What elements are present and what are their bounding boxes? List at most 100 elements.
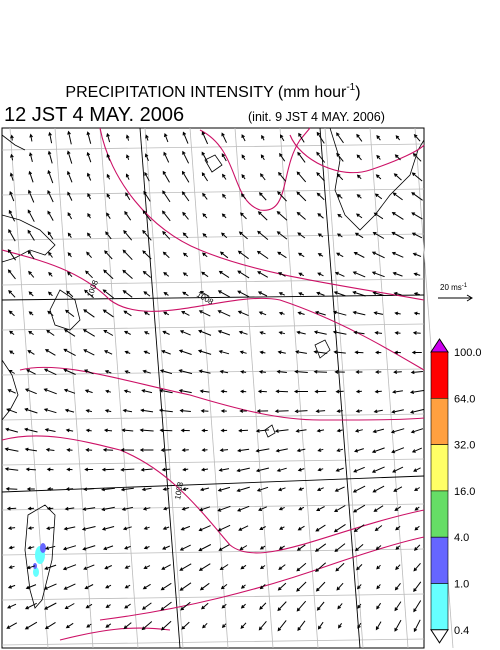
wind-arrow [24,388,37,395]
wind-arrow [373,505,384,512]
wind-arrow [142,583,151,590]
isobar [1,249,425,371]
wind-arrow [371,251,385,259]
wind-arrow [102,289,114,299]
wind-arrow [143,565,151,569]
wind-arrow [120,467,135,472]
wind-arrow [182,150,190,164]
wind-arrow [142,250,152,260]
wind-arrow [63,583,76,590]
wind-arrow [296,581,307,592]
wind-arrow [355,213,363,219]
wind-arrow [279,526,285,530]
wind-arrow [182,291,189,297]
wind-arrow [102,448,114,452]
grid-lat [1,233,425,241]
wind-arrow [103,269,114,280]
wind-arrow [293,389,308,394]
wind-arrow [63,368,76,375]
title-close: ) [355,84,360,101]
wind-arrow [376,602,382,610]
wind-arrow [124,545,131,550]
wind-arrow [391,447,405,454]
wind-arrow [43,602,57,610]
wind-arrow [392,192,403,201]
wind-arrow [7,269,16,280]
wind-arrow [198,506,211,512]
wind-arrow [317,467,324,472]
wind-arrow [238,525,249,531]
wind-arrow [278,292,286,296]
wind-arrow [353,524,365,532]
wind-arrow [43,388,57,395]
wind-arrow [259,173,266,181]
wind-arrow [198,310,211,317]
wind-arrow [140,408,154,413]
wind-arrow [85,448,93,452]
wind-arrow [123,229,133,241]
isobar [99,127,425,301]
wind-arrow [413,292,420,296]
wind-arrow [9,330,15,335]
wind-arrow [259,602,267,610]
wind-arrow [277,601,287,612]
isobar [1,435,425,554]
wind-arrow [316,172,325,182]
wind-arrow [198,369,211,374]
wind-arrow [181,191,190,202]
wind-arrow [257,291,268,297]
wind-arrow [27,545,35,550]
wind-arrow [278,171,287,182]
wind-arrow [44,428,56,432]
wind-arrow [101,506,115,512]
wind-arrow [412,331,421,335]
wind-arrow [48,271,53,277]
wind-arrow [258,620,267,631]
wind-arrow [65,428,74,433]
wind-arrow [237,250,249,260]
wind-arrow [395,525,401,531]
wind-arrow [295,350,307,354]
wind-arrow [221,232,228,239]
wind-arrow [372,485,385,493]
wind-arrow [143,311,150,316]
wind-arrow [356,174,362,180]
wind-arrow [239,389,247,394]
wind-arrow [43,408,57,414]
wind-arrow [296,211,306,220]
wind-arrow [201,448,208,452]
wind-arrow [122,526,132,531]
wind-arrow [395,564,401,571]
wind-arrow [48,131,53,144]
wind-arrow [47,189,54,203]
wind-arrow [334,271,345,277]
wind-arrow [103,545,114,551]
wind-arrow [202,622,208,629]
colorbar-segment [430,397,449,445]
wind-arrow [47,487,54,491]
wind-arrow [240,193,246,200]
wind-arrow [373,409,383,414]
wind-arrow [46,526,55,531]
wind-arrow [373,311,384,315]
wind-arrow [5,427,19,433]
wind-arrow [65,622,74,629]
colorbar-segment [430,490,449,538]
wind-arrow [198,329,212,336]
wind-arrow [64,603,75,609]
wind-arrow [24,621,38,630]
wind-arrow [240,564,247,570]
wind-arrow [67,271,73,278]
wind-arrow [337,193,343,199]
wind-arrow [123,330,131,335]
wind-arrow [7,584,16,589]
wind-arrow [163,311,170,316]
grid-lon [144,127,184,649]
wind-arrow [255,448,270,453]
wind-arrow [357,622,362,629]
wind-arrow [352,485,366,493]
wind-arrow [201,428,208,433]
wind-arrow [298,506,305,511]
wind-arrow [141,621,153,631]
